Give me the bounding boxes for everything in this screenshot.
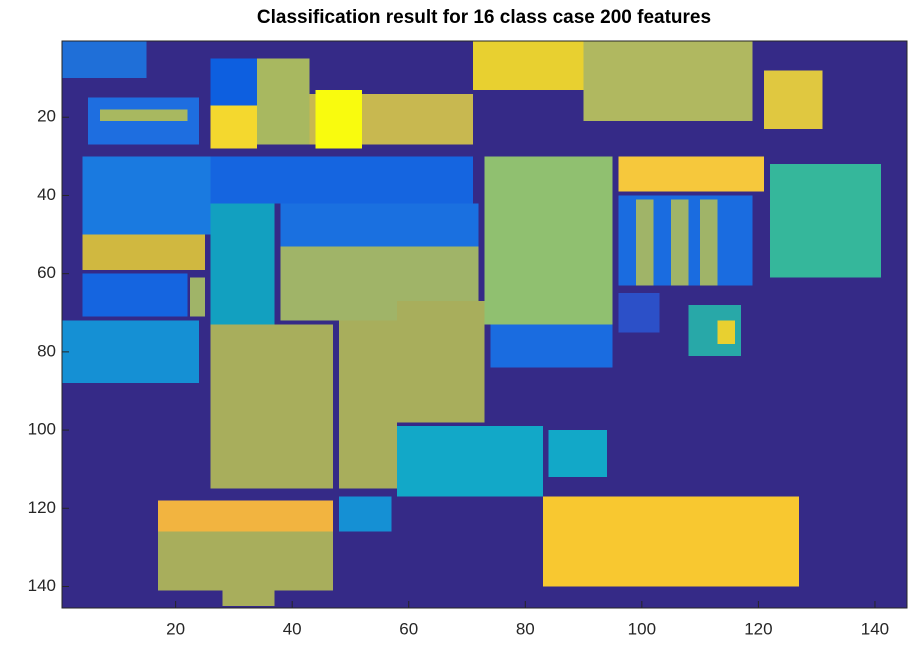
x-tick-label: 80 — [516, 619, 535, 638]
y-tick-label: 60 — [37, 263, 56, 282]
y-tick-label: 140 — [28, 576, 56, 595]
x-tick-label: 140 — [861, 619, 889, 638]
chart-title: Classification result for 16 class case … — [257, 7, 711, 28]
y-tick-label: 40 — [37, 185, 56, 204]
x-tick-label: 60 — [399, 619, 418, 638]
y-tick-label: 100 — [28, 420, 56, 439]
x-tick-label: 20 — [166, 619, 185, 638]
axes-frame — [61, 40, 908, 609]
x-tick-label: 100 — [628, 619, 656, 638]
y-tick-label: 20 — [37, 107, 56, 126]
x-tick-label: 40 — [283, 619, 302, 638]
y-tick-label: 120 — [28, 498, 56, 517]
x-tick-label: 120 — [744, 619, 772, 638]
classification-map — [62, 41, 907, 608]
y-tick-label: 80 — [37, 341, 56, 360]
